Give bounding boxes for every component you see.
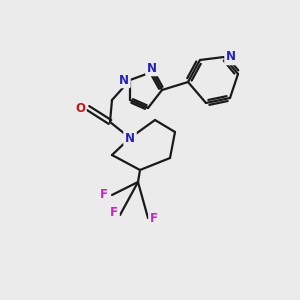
Text: F: F: [110, 206, 118, 220]
Text: N: N: [119, 74, 129, 86]
Text: N: N: [125, 131, 135, 145]
Text: N: N: [147, 61, 157, 74]
Text: O: O: [75, 101, 85, 115]
Text: N: N: [226, 50, 236, 64]
Text: F: F: [150, 212, 158, 224]
Text: F: F: [100, 188, 108, 202]
